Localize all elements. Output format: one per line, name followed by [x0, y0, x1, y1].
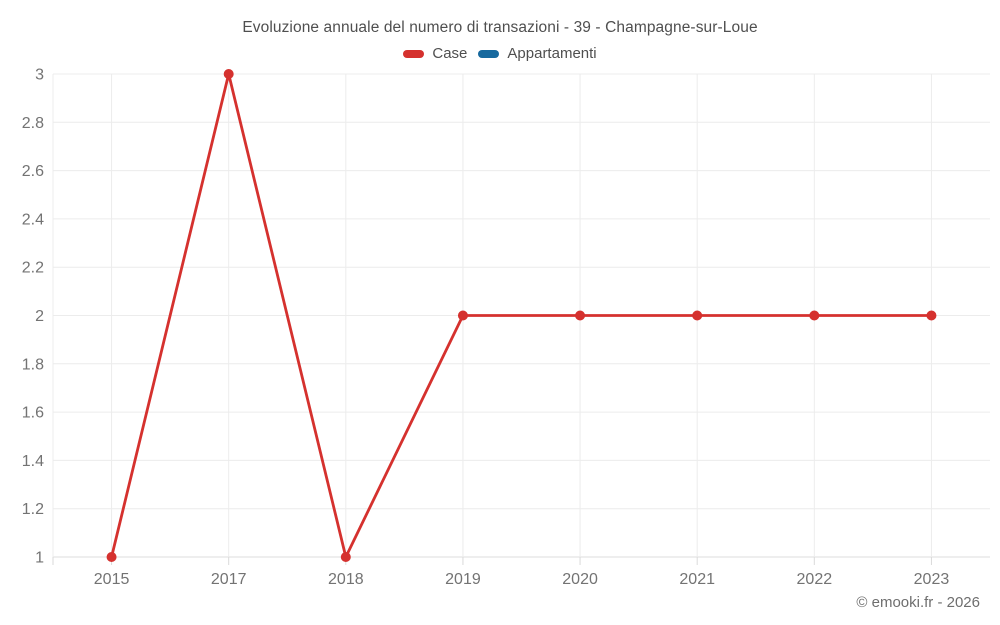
- x-tick-label: 2021: [679, 571, 715, 588]
- case-point-2019[interactable]: [457, 310, 468, 321]
- y-tick-label: 3: [35, 67, 44, 84]
- legend-label-case: Case: [432, 45, 468, 62]
- appartamenti-series-swatch-icon: [478, 49, 500, 58]
- case-point-2017[interactable]: [223, 69, 234, 79]
- legend-item-appartamenti[interactable]: Appartamenti: [478, 45, 597, 62]
- chart-title: Evoluzione annuale del numero di transaz…: [242, 19, 758, 36]
- case-point-2020[interactable]: [575, 310, 586, 321]
- y-tick-label: 2.6: [22, 163, 44, 180]
- case-point-2018[interactable]: [340, 552, 351, 562]
- legend-label-appartamenti: Appartamenti: [507, 45, 597, 62]
- y-tick-label: 2: [35, 308, 44, 325]
- y-tick-label: 1.2: [22, 501, 44, 518]
- case-point-2022[interactable]: [809, 310, 820, 321]
- y-tick-label: 1: [35, 550, 44, 567]
- x-tick-label: 2019: [445, 571, 481, 588]
- x-tick-label: 2022: [797, 571, 833, 588]
- case-point-2023[interactable]: [926, 310, 937, 321]
- x-tick-label: 2023: [914, 571, 950, 588]
- x-tick-label: 2018: [328, 571, 364, 588]
- y-tick-label: 1.6: [22, 405, 44, 422]
- y-tick-label: 2.4: [22, 211, 44, 228]
- y-tick-label: 2.2: [22, 260, 44, 277]
- case-series-line: [110, 72, 933, 559]
- legend: Case Appartamenti: [0, 45, 1000, 62]
- case-point-2015[interactable]: [106, 552, 117, 562]
- y-tick-label: 1.4: [22, 453, 44, 470]
- copyright-watermark: © emooki.fr - 2026: [856, 594, 980, 611]
- y-tick-label: 1.8: [22, 356, 44, 373]
- y-tick-label: 2.8: [22, 115, 44, 132]
- case-point-2021[interactable]: [692, 310, 703, 321]
- x-tick-label: 2017: [211, 571, 247, 588]
- x-tick-label: 2015: [94, 571, 130, 588]
- case-series-swatch-icon: [403, 49, 425, 58]
- legend-item-case[interactable]: Case: [403, 45, 467, 62]
- x-tick-label: 2020: [562, 571, 598, 588]
